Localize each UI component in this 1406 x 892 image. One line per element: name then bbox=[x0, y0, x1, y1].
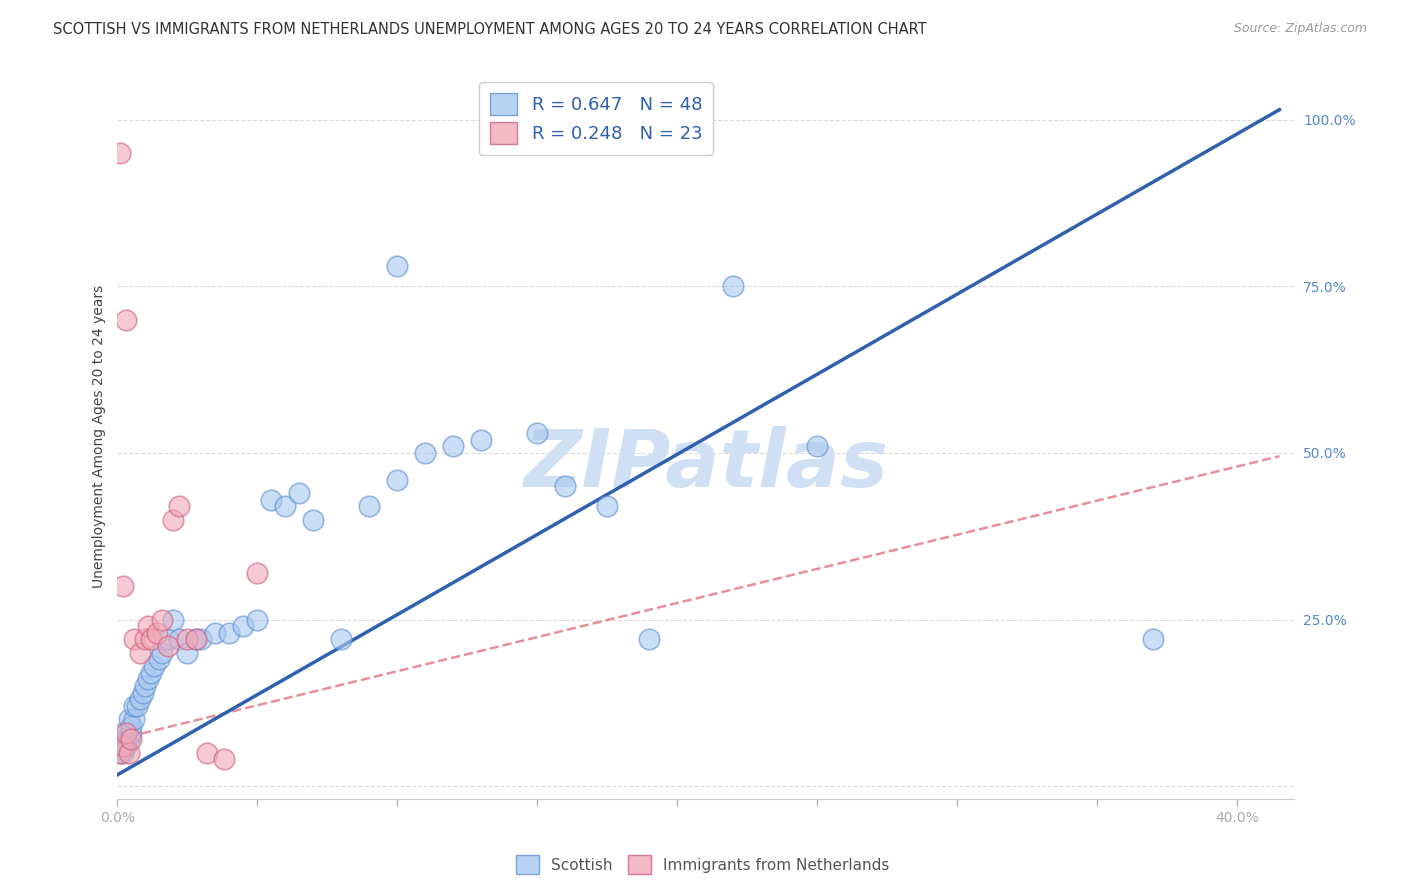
Point bbox=[120, 726, 142, 740]
Point bbox=[156, 639, 179, 653]
Point bbox=[142, 659, 165, 673]
Point bbox=[125, 699, 148, 714]
Point bbox=[184, 632, 207, 647]
Point bbox=[115, 732, 138, 747]
Point bbox=[139, 665, 162, 680]
Point bbox=[190, 632, 212, 647]
Legend: Scottish, Immigrants from Netherlands: Scottish, Immigrants from Netherlands bbox=[510, 849, 896, 880]
Point bbox=[117, 746, 139, 760]
Point bbox=[122, 699, 145, 714]
Point bbox=[117, 732, 139, 747]
Point bbox=[638, 632, 661, 647]
Point bbox=[136, 673, 159, 687]
Point bbox=[139, 632, 162, 647]
Point bbox=[387, 260, 409, 274]
Point bbox=[246, 566, 269, 580]
Text: Source: ZipAtlas.com: Source: ZipAtlas.com bbox=[1233, 22, 1367, 36]
Point bbox=[184, 632, 207, 647]
Point bbox=[136, 619, 159, 633]
Point bbox=[134, 679, 156, 693]
Point bbox=[122, 632, 145, 647]
Point bbox=[148, 652, 170, 666]
Point bbox=[330, 632, 353, 647]
Point bbox=[134, 632, 156, 647]
Point bbox=[415, 446, 437, 460]
Point bbox=[115, 739, 138, 753]
Point bbox=[723, 279, 745, 293]
Point bbox=[195, 746, 218, 760]
Point bbox=[162, 613, 184, 627]
Point bbox=[115, 312, 138, 326]
Point bbox=[176, 632, 198, 647]
Point bbox=[112, 726, 135, 740]
Point bbox=[117, 713, 139, 727]
Point bbox=[232, 619, 254, 633]
Point bbox=[167, 499, 190, 513]
Point bbox=[212, 752, 235, 766]
Point bbox=[150, 646, 173, 660]
Point bbox=[150, 613, 173, 627]
Point bbox=[120, 732, 142, 747]
Point bbox=[131, 686, 153, 700]
Point bbox=[246, 613, 269, 627]
Point bbox=[128, 692, 150, 706]
Point bbox=[806, 439, 828, 453]
Point bbox=[120, 719, 142, 733]
Y-axis label: Unemployment Among Ages 20 to 24 years: Unemployment Among Ages 20 to 24 years bbox=[93, 285, 107, 588]
Point bbox=[122, 713, 145, 727]
Point bbox=[112, 746, 135, 760]
Legend: R = 0.647   N = 48, R = 0.248   N = 23: R = 0.647 N = 48, R = 0.248 N = 23 bbox=[479, 82, 713, 155]
Point bbox=[204, 625, 226, 640]
Point bbox=[1142, 632, 1164, 647]
Point bbox=[288, 486, 311, 500]
Point bbox=[156, 632, 179, 647]
Point bbox=[470, 433, 492, 447]
Point bbox=[274, 499, 297, 513]
Point bbox=[176, 646, 198, 660]
Point bbox=[260, 492, 283, 507]
Text: ZIPatlas: ZIPatlas bbox=[523, 426, 889, 504]
Point bbox=[554, 479, 576, 493]
Point bbox=[115, 726, 138, 740]
Point bbox=[596, 499, 619, 513]
Point bbox=[112, 579, 135, 593]
Point bbox=[387, 473, 409, 487]
Point bbox=[110, 145, 132, 160]
Point bbox=[443, 439, 465, 453]
Point bbox=[128, 646, 150, 660]
Point bbox=[218, 625, 240, 640]
Point bbox=[110, 746, 132, 760]
Point bbox=[145, 625, 167, 640]
Text: SCOTTISH VS IMMIGRANTS FROM NETHERLANDS UNEMPLOYMENT AMONG AGES 20 TO 24 YEARS C: SCOTTISH VS IMMIGRANTS FROM NETHERLANDS … bbox=[53, 22, 927, 37]
Point bbox=[302, 512, 325, 526]
Point bbox=[359, 499, 381, 513]
Point bbox=[167, 632, 190, 647]
Point bbox=[110, 746, 132, 760]
Point bbox=[526, 425, 548, 440]
Point bbox=[112, 739, 135, 753]
Point bbox=[162, 512, 184, 526]
